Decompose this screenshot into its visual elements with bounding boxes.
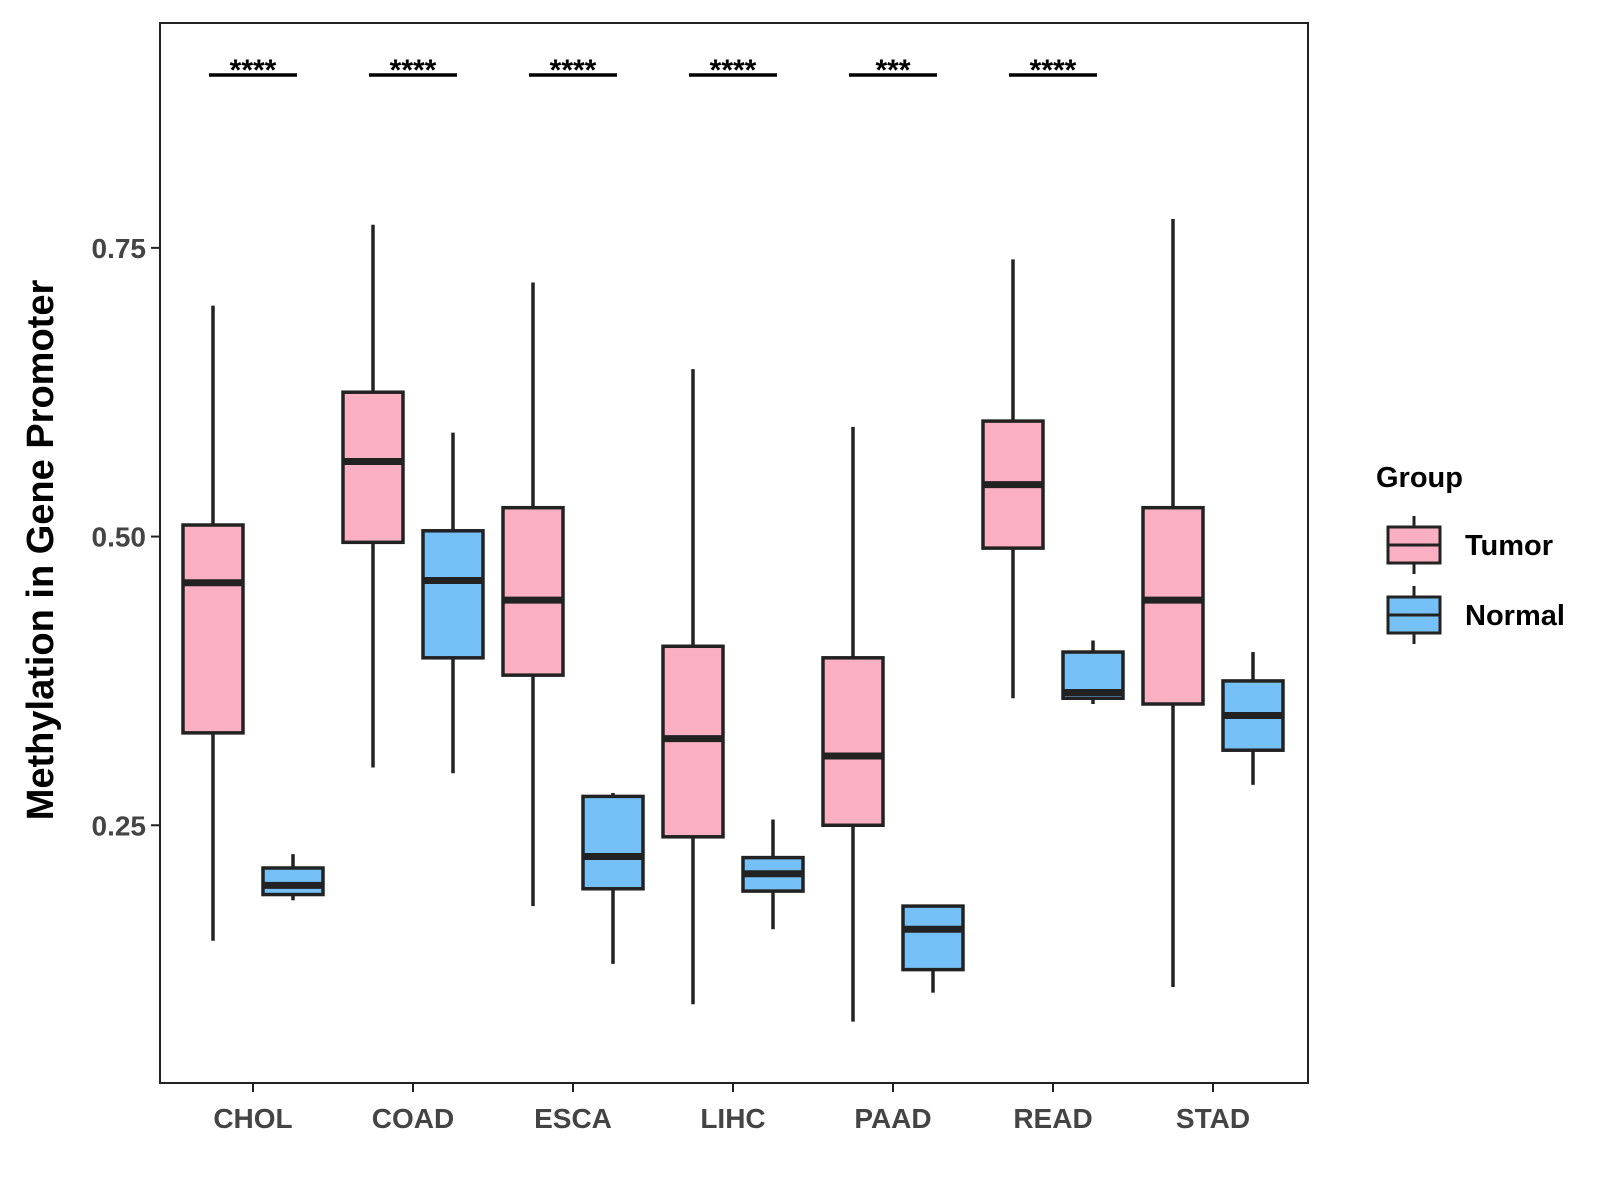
box-tumor-chol (181, 523, 245, 735)
legend-label-tumor: Tumor (1465, 530, 1553, 562)
box-tumor-paad (821, 656, 885, 828)
box-tumor-coad (341, 390, 405, 545)
significance-label-read: **** (1030, 54, 1077, 87)
x-tick-label-read: READ (1013, 1103, 1092, 1134)
x-tick-label-esca: ESCA (534, 1103, 612, 1134)
x-tick-label-coad: COAD (372, 1103, 454, 1134)
significance-label-paad: *** (875, 54, 910, 87)
box-normal-paad (901, 904, 965, 972)
y-axis: 0.25 0.50 0.75 (92, 233, 160, 841)
legend-title: Group (1376, 462, 1463, 494)
legend: Group Tumor Normal (1376, 462, 1565, 644)
box-normal-coad (421, 529, 485, 660)
significance-label-chol: **** (230, 54, 277, 87)
significance-annotations: **** **** **** **** *** **** (209, 54, 1097, 87)
boxes (181, 390, 1285, 972)
x-tick-label-stad: STAD (1176, 1103, 1250, 1134)
whiskers (211, 218, 1255, 1022)
x-tick-label-chol: CHOL (213, 1103, 292, 1134)
box-tumor-esca (501, 505, 565, 677)
box-normal-esca (581, 794, 645, 891)
box-normal-chol (261, 866, 325, 897)
significance-label-esca: **** (550, 54, 597, 87)
significance-label-coad: **** (390, 54, 437, 87)
box-tumor-stad (1141, 505, 1205, 706)
x-tick-label-paad: PAAD (854, 1103, 931, 1134)
y-tick-label: 0.50 (92, 522, 147, 553)
significance-label-lihc: **** (710, 54, 757, 87)
plot-panel (159, 22, 1309, 1084)
y-tick-label: 0.25 (92, 810, 147, 841)
legend-label-normal: Normal (1465, 600, 1565, 632)
x-tick-label-lihc: LIHC (700, 1103, 765, 1134)
x-axis: CHOL COAD ESCA LIHC PAAD READ STAD (213, 1083, 1250, 1134)
y-axis-title: Methylation in Gene Promoter (20, 280, 62, 821)
y-tick-label: 0.75 (92, 233, 147, 264)
